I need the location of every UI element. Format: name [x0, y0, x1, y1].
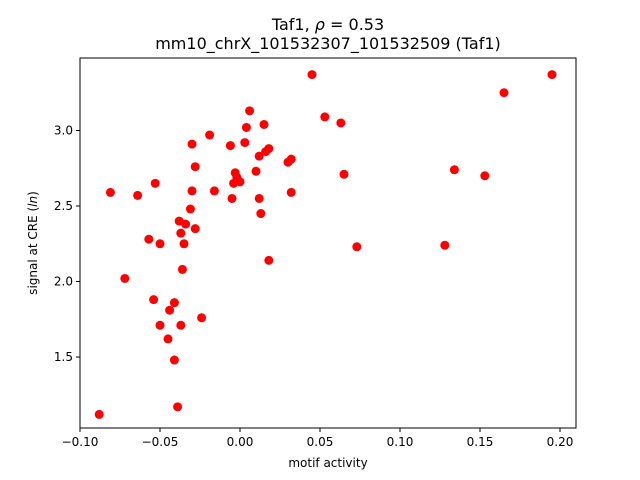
- data-point-36: [245, 106, 255, 116]
- data-point-9: [163, 334, 173, 344]
- data-point-1: [105, 187, 115, 197]
- data-point-37: [251, 166, 261, 176]
- data-points: [94, 70, 557, 419]
- x-tick-label: 0.15: [467, 435, 494, 449]
- data-point-35: [241, 122, 251, 132]
- data-point-17: [177, 264, 187, 274]
- data-point-6: [150, 178, 160, 188]
- data-point-49: [320, 112, 330, 122]
- y-axis-ticks: 1.5 2.0 2.5 3.0: [54, 123, 80, 364]
- data-point-19: [181, 219, 191, 229]
- data-point-48: [307, 70, 317, 80]
- data-point-20: [185, 204, 195, 214]
- data-point-12: [169, 355, 179, 365]
- chart-title-line2: mm10_chrX_101532307_101532509 (Taf1): [155, 34, 501, 54]
- x-axis-label: motif activity: [288, 456, 367, 470]
- data-point-29: [227, 193, 237, 203]
- data-point-38: [254, 151, 264, 161]
- data-point-25: [197, 313, 207, 323]
- data-point-11: [169, 298, 179, 308]
- x-tick-label: 0.10: [387, 435, 414, 449]
- x-tick-label: −0.10: [62, 435, 99, 449]
- data-point-26: [205, 130, 215, 140]
- data-point-55: [480, 171, 490, 181]
- data-point-40: [256, 209, 266, 219]
- data-point-10: [165, 305, 175, 315]
- data-point-47: [286, 187, 296, 197]
- x-tick-label: 0.20: [547, 435, 574, 449]
- data-point-43: [264, 144, 274, 154]
- data-point-16: [176, 320, 186, 330]
- data-point-21: [187, 139, 197, 149]
- data-point-7: [155, 239, 165, 249]
- data-point-13: [173, 402, 183, 412]
- x-tick-label: 0.00: [227, 435, 254, 449]
- data-point-18: [179, 239, 189, 249]
- data-point-8: [155, 320, 165, 330]
- y-axis-label: signal at CRE (ln): [26, 191, 40, 295]
- data-point-53: [440, 240, 450, 250]
- data-point-4: [144, 234, 154, 244]
- data-point-5: [149, 295, 159, 305]
- data-point-2: [120, 273, 130, 283]
- data-point-56: [499, 88, 509, 98]
- data-point-15: [176, 228, 186, 238]
- data-point-33: [235, 177, 245, 187]
- chart-title-line1: Taf1, ρ = 0.53: [271, 15, 384, 34]
- data-point-39: [254, 193, 264, 203]
- data-point-52: [352, 242, 362, 252]
- y-tick-label: 1.5: [54, 350, 73, 364]
- data-point-0: [94, 409, 104, 419]
- data-point-57: [547, 70, 557, 80]
- y-tick-label: 2.0: [54, 275, 73, 289]
- y-tick-label: 3.0: [54, 123, 73, 137]
- data-point-27: [209, 186, 219, 196]
- data-point-50: [336, 118, 346, 128]
- axes-frame: [79, 57, 577, 429]
- data-point-51: [339, 169, 349, 179]
- data-point-22: [187, 186, 197, 196]
- plot-area: −0.10 −0.05 0.00 0.05 0.10 0.15 0.20 1.5 2.0 2.5…: [54, 57, 577, 449]
- data-point-3: [133, 190, 143, 200]
- data-point-34: [240, 138, 250, 148]
- data-point-28: [225, 141, 235, 151]
- data-point-24: [190, 224, 200, 234]
- data-point-23: [190, 162, 200, 172]
- y-tick-label: 2.5: [54, 199, 73, 213]
- data-point-54: [449, 165, 459, 175]
- data-point-46: [286, 154, 296, 164]
- x-tick-label: 0.05: [307, 435, 334, 449]
- x-tick-label: −0.05: [142, 435, 179, 449]
- data-point-44: [264, 255, 274, 265]
- x-axis-ticks: −0.10 −0.05 0.00 0.05 0.10 0.15 0.20: [62, 428, 574, 449]
- data-point-41: [259, 119, 269, 129]
